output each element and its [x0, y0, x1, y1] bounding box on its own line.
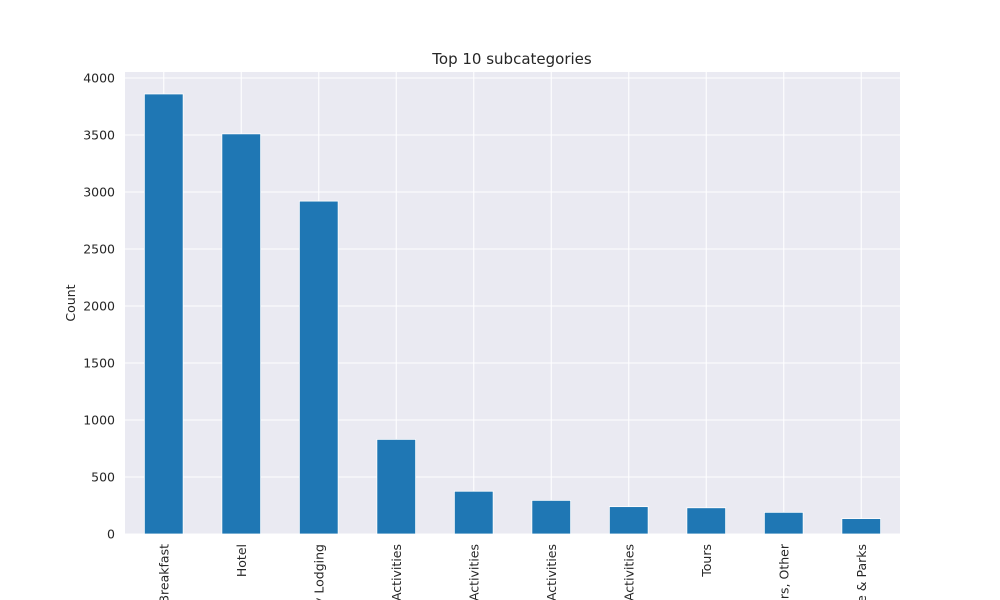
x-tick-label: e & Parks: [854, 544, 869, 600]
bar: [453, 490, 494, 535]
x-tick-label: Activities: [466, 544, 481, 600]
x-tick-labels: Breakfast Hotel y Lodging Activities Activit…: [156, 543, 869, 600]
bar: [608, 506, 649, 535]
y-tick-label: 2500: [83, 242, 115, 257]
y-tick-label: 4000: [83, 71, 115, 86]
x-tick-label: Tours: [699, 544, 714, 578]
bar: [376, 438, 417, 535]
x-tick-label: Activities: [621, 544, 636, 600]
bar: [143, 93, 184, 535]
y-tick-label: 3500: [83, 128, 115, 143]
y-tick-label: 500: [91, 470, 115, 485]
bar: [841, 518, 882, 535]
bar: [686, 507, 727, 535]
bar: [763, 511, 804, 535]
y-tick-label: 0: [107, 527, 115, 542]
bars: [143, 93, 882, 535]
y-tick-labels: 0 500 1000 1500 2000 2500 3000 3500 4000: [83, 71, 115, 542]
y-tick-label: 2000: [83, 299, 115, 314]
x-tick-label: Hotel: [234, 544, 249, 577]
x-tick-label: y Lodging: [311, 544, 326, 600]
chart-title: Top 10 subcategories: [431, 50, 592, 68]
y-tick-label: 1000: [83, 413, 115, 428]
x-tick-label: Breakfast: [156, 544, 171, 600]
x-tick-label: rs, Other: [776, 543, 791, 599]
x-tick-label: Activities: [389, 544, 404, 600]
bar: [531, 499, 572, 535]
y-tick-label: 3000: [83, 185, 115, 200]
bar: [221, 133, 262, 535]
x-tick-label: Activities: [544, 544, 559, 600]
y-axis-label: Count: [63, 284, 78, 321]
y-tick-label: 1500: [83, 356, 115, 371]
bar: [298, 200, 339, 535]
